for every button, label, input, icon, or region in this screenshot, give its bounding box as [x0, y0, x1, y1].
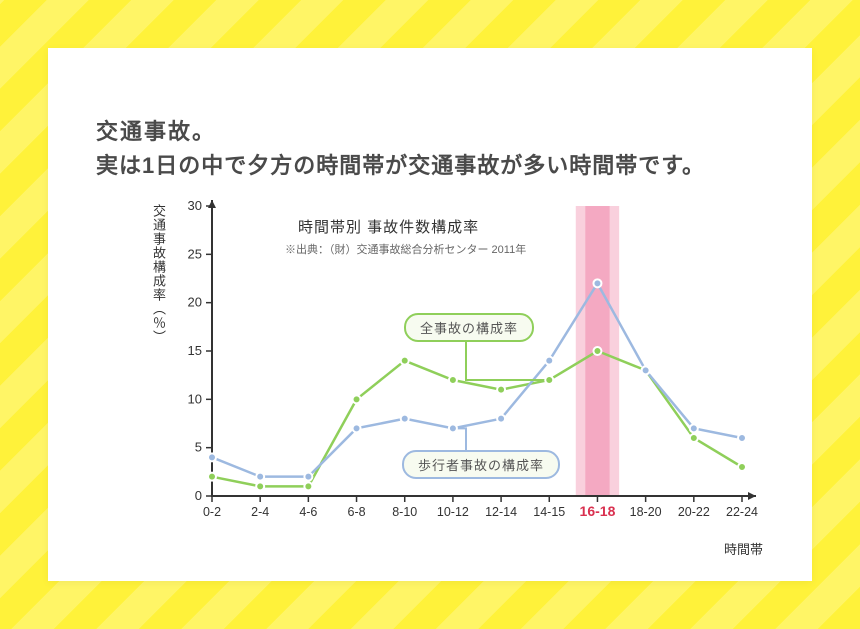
svg-text:12-14: 12-14	[485, 505, 517, 519]
svg-text:6-8: 6-8	[348, 505, 366, 519]
svg-text:22-24: 22-24	[726, 505, 758, 519]
heading-line2: 実は1日の中で夕方の時間帯が交通事故が多い時間帯です。	[96, 148, 705, 180]
svg-text:10: 10	[188, 391, 202, 406]
svg-text:5: 5	[195, 440, 202, 455]
svg-text:8-10: 8-10	[392, 505, 417, 519]
y-axis-label: 交通事故構成率（％）	[150, 204, 165, 344]
content-card: 交通事故。 実は1日の中で夕方の時間帯が交通事故が多い時間帯です。 交通事故構成…	[48, 48, 812, 581]
svg-text:25: 25	[188, 246, 202, 261]
svg-text:18-20: 18-20	[630, 505, 662, 519]
svg-text:2-4: 2-4	[251, 505, 269, 519]
x-axis-label: 時間帯	[724, 539, 763, 558]
svg-text:10-12: 10-12	[437, 505, 469, 519]
svg-text:15: 15	[188, 343, 202, 358]
svg-text:4-6: 4-6	[299, 505, 317, 519]
chart-source: ※出典：（財）交通事故総合分析センター 2011年	[285, 241, 526, 257]
chart-container: 交通事故構成率（％） 時間帯別 事故件数構成率 ※出典：（財）交通事故総合分析セ…	[148, 198, 768, 558]
svg-text:14-15: 14-15	[533, 505, 565, 519]
legend-ped-label: 歩行者事故の構成率	[418, 458, 544, 473]
legend-all-label: 全事故の構成率	[420, 321, 518, 336]
legend-pedestrian-accidents: 歩行者事故の構成率	[402, 450, 560, 479]
svg-text:20-22: 20-22	[678, 505, 710, 519]
svg-text:0: 0	[195, 488, 202, 503]
svg-text:20: 20	[188, 295, 202, 310]
svg-text:16-18: 16-18	[580, 503, 616, 519]
chart-subtitle: 時間帯別 事故件数構成率	[298, 216, 479, 237]
heading-line1: 交通事故。	[96, 114, 216, 146]
legend-all-accidents: 全事故の構成率	[404, 313, 534, 342]
svg-text:30: 30	[188, 198, 202, 213]
svg-text:0-2: 0-2	[203, 505, 221, 519]
